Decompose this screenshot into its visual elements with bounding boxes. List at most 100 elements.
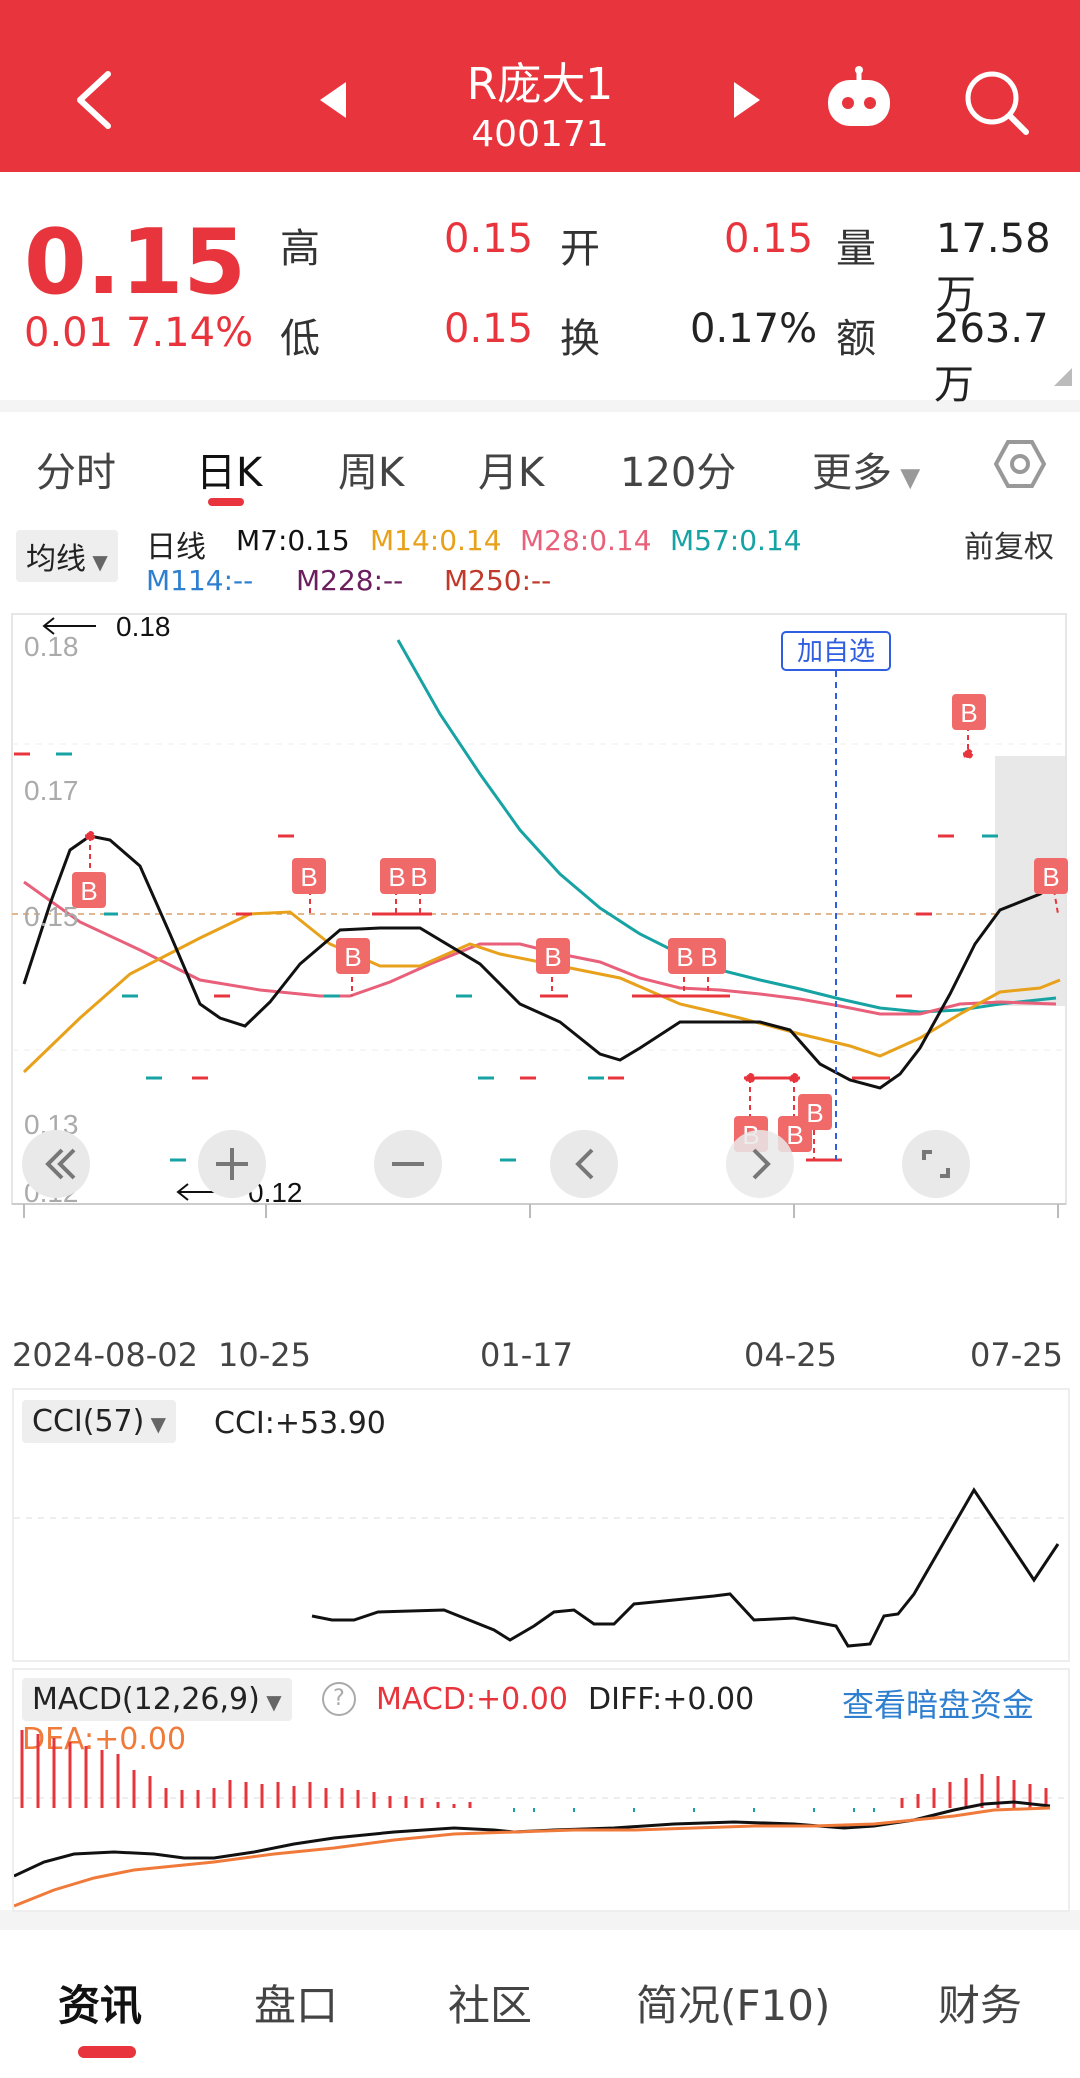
scroll-left-icon[interactable] (550, 1130, 618, 1198)
tab-more[interactable]: 更多 ▼ (812, 440, 920, 498)
app-header: R庞大1 400171 (0, 0, 1080, 172)
tab-intraday[interactable]: 分时 (36, 450, 116, 496)
cci-value: CCI:+53.90 (214, 1406, 386, 1441)
buy-marker[interactable]: B (344, 942, 361, 972)
buy-marker[interactable]: B (960, 698, 977, 728)
nav-profile-f10[interactable]: 简况(F10) (636, 1981, 831, 2030)
buy-marker[interactable]: B (410, 862, 427, 892)
nav-orderbook[interactable]: 盘口 (254, 1981, 339, 2030)
stock-name: R庞大1 (466, 59, 614, 110)
cci-plot (14, 1487, 1068, 1648)
tab-weekly-k[interactable]: 周K (338, 450, 405, 496)
buy-marker[interactable]: B (806, 1098, 823, 1128)
current-price: 0.15 (24, 210, 247, 315)
cci-select[interactable]: CCI(57) ▼ (22, 1400, 177, 1443)
chevron-down-icon: ▼ (892, 463, 921, 493)
open-label: 开 (560, 226, 600, 272)
period-tabs: 分时 日K 周K 月K 120分 更多 ▼ (0, 412, 1080, 510)
macd-panel[interactable]: MACD(12,26,9) ▼ ? MACD:+0.00 DIFF:+0.00 … (12, 1668, 1070, 1912)
kline-chart-area: 均线 ▼ 日线 M7:0.15 M14:0.14 M28:0.14 M57:0.… (0, 510, 1080, 1912)
buy-marker[interactable]: B (676, 942, 693, 972)
cci-select-label: CCI(57) (32, 1404, 145, 1439)
indicator-select-label: 均线 (26, 542, 86, 577)
quote-panel: 0.15 0.01 7.14% 高 0.15 开 0.15 量 17.58万 低… (0, 172, 1080, 408)
stock-code: 400171 (471, 114, 609, 155)
tab-120min[interactable]: 120分 (620, 450, 737, 496)
x-tick-label: 2024-08-02 (12, 1336, 198, 1374)
line-type-label: 日线 (146, 530, 206, 565)
back-icon[interactable] (70, 68, 120, 132)
nav-finance[interactable]: 财务 (938, 1981, 1023, 2030)
high-label: 高 (280, 226, 320, 272)
amount-value: 263.7万 (934, 306, 1049, 408)
search-icon[interactable] (962, 68, 1030, 136)
ma228-value: M228:-- (296, 564, 404, 597)
expand-corner-icon[interactable] (1054, 368, 1072, 386)
tab-daily-k[interactable]: 日K (196, 450, 263, 496)
bottom-nav: 资讯 盘口 社区 简况(F10) 财务 (0, 1930, 1080, 2078)
max-price-label: 0.18 (116, 611, 171, 642)
active-tab-indicator (208, 498, 244, 506)
tab-more-label: 更多 (812, 450, 892, 496)
price-change: 0.01 (24, 310, 114, 356)
scroll-right-icon[interactable] (726, 1130, 794, 1198)
x-tick-label: 04-25 (744, 1336, 837, 1374)
buy-marker[interactable]: B (786, 1120, 803, 1150)
ma7-value: M7:0.15 (236, 524, 350, 557)
x-tick-label: 01-17 (480, 1336, 573, 1374)
chevron-down-icon: ▼ (144, 1412, 167, 1436)
price-change-pct: 7.14% (126, 310, 254, 356)
add-watchlist-label[interactable]: 加自选 (797, 636, 875, 666)
question-icon[interactable]: ? (322, 1682, 356, 1716)
ma250-value: M250:-- (444, 564, 552, 597)
buy-marker[interactable]: B (1042, 862, 1059, 892)
adjust-mode[interactable]: 前复权 (964, 530, 1054, 565)
amount-label: 额 (836, 316, 876, 362)
ma114-value: M114:-- (146, 564, 254, 597)
macd-value: MACD:+0.00 (376, 1682, 568, 1717)
buy-marker[interactable]: B (300, 862, 317, 892)
macd-select[interactable]: MACD(12,26,9) ▼ (22, 1678, 292, 1721)
ma14-value: M14:0.14 (370, 524, 502, 557)
volume-label: 量 (836, 226, 876, 272)
buy-marker[interactable]: B (388, 862, 405, 892)
high-value: 0.15 (444, 216, 534, 262)
macd-select-label: MACD(12,26,9) (32, 1682, 260, 1717)
volume-value: 17.58万 (936, 216, 1051, 318)
buy-marker[interactable]: B (700, 942, 717, 972)
tab-monthly-k[interactable]: 月K (478, 450, 545, 496)
chart-controls (22, 1130, 970, 1198)
turnover-value: 0.17% (690, 306, 818, 352)
ma57-value: M57:0.14 (670, 524, 802, 557)
robot-icon[interactable] (822, 66, 896, 132)
y-tick-label: 0.18 (24, 631, 79, 662)
x-tick-label: 07-25 (970, 1336, 1063, 1374)
chevron-down-icon: ▼ (259, 1690, 282, 1714)
buy-marker[interactable]: B (544, 942, 561, 972)
y-tick-label: 0.17 (24, 775, 79, 806)
kline-plot[interactable]: B B B B B B B B B B B B B 加自选 0.18 0.17 … (0, 604, 1080, 1284)
fullscreen-icon[interactable] (902, 1130, 970, 1198)
low-value: 0.15 (444, 306, 534, 352)
ma28-value: M28:0.14 (520, 524, 652, 557)
next-stock-icon[interactable] (732, 80, 762, 120)
x-tick-label: 10-25 (218, 1336, 311, 1374)
open-value: 0.15 (724, 216, 814, 262)
active-nav-indicator (78, 2046, 136, 2058)
prev-stock-icon[interactable] (318, 80, 348, 120)
diff-value: DIFF:+0.00 (588, 1682, 755, 1717)
indicator-select[interactable]: 均线 ▼ (16, 530, 118, 582)
view-dark-pool-link[interactable]: 查看暗盘资金 (842, 1686, 1035, 1724)
buy-marker[interactable]: B (80, 876, 97, 906)
y-tick-label: 0.15 (24, 901, 79, 932)
turnover-label: 换 (560, 316, 600, 362)
nav-community[interactable]: 社区 (448, 1981, 533, 2030)
macd-plot (14, 1730, 1068, 1908)
cci-panel[interactable]: CCI(57) ▼ CCI:+53.90 (12, 1388, 1070, 1662)
settings-icon[interactable] (994, 438, 1046, 490)
dea-value: DEA:+0.00 (22, 1722, 187, 1757)
low-label: 低 (280, 316, 320, 362)
rewind-icon[interactable] (22, 1130, 90, 1198)
nav-news[interactable]: 资讯 (58, 1981, 143, 2030)
chevron-down-icon: ▼ (86, 550, 108, 574)
